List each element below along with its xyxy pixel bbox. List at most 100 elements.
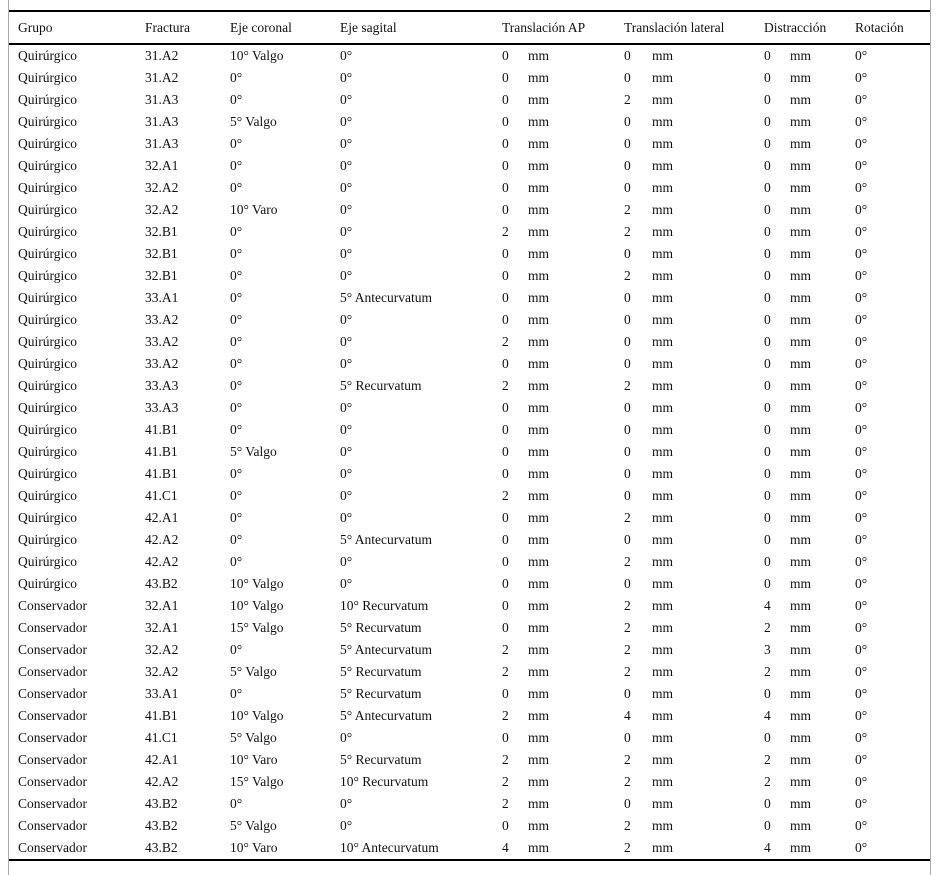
unit-label: mm [652, 620, 674, 635]
cell-rotacion: 0° [855, 664, 868, 679]
cell-translacion-lateral: 0 [624, 180, 631, 195]
cell-fractura: 32.A2 [145, 642, 179, 657]
table-row: Quirúrgico 31.A3 5° Valgo 0° 0 mm 0 mm 0 mm 0° [9, 111, 930, 133]
unit-label: mm [528, 70, 550, 85]
cell-rotacion: 0° [855, 334, 868, 349]
cell-eje-coronal: 0° [230, 642, 243, 657]
col-header-grupo: Grupo [9, 10, 145, 45]
unit-label: mm [790, 686, 812, 701]
cell-grupo: Conservador [18, 796, 87, 811]
table-row: Quirúrgico 32.A2 0° 0° 0 mm 0 mm 0 mm 0° [9, 177, 930, 199]
cell-eje-coronal: 10° Valgo [230, 48, 284, 63]
cell-distraccion: 0 [764, 180, 771, 195]
cell-fractura: 32.A2 [145, 180, 179, 195]
cell-rotacion: 0° [855, 620, 868, 635]
cell-rotacion: 0° [855, 488, 868, 503]
cell-translacion-ap: 0 [502, 466, 509, 481]
cell-distraccion: 4 [760, 837, 787, 861]
cell-translacion-lateral: 0 [624, 70, 631, 85]
unit-label: mm [790, 48, 812, 63]
cell-eje-coronal: 0° [230, 92, 243, 107]
cell-fractura: 33.A2 [145, 312, 179, 327]
unit-label: mm [528, 532, 550, 547]
table-row: Conservador 43.B2 10° Varo 10° Antecurvatum… [9, 837, 931, 861]
cell-translacion-ap: 0 [502, 554, 509, 569]
cell-fractura: 42.A2 [145, 774, 179, 789]
table-row: Conservador 42.A1 10° Varo 5° Recurvatum 2 mm… [9, 749, 930, 771]
unit-label: mm [790, 796, 812, 811]
cell-translacion-lateral: 0 [624, 532, 631, 547]
unit-label: mm [790, 334, 812, 349]
unit-label: mm [790, 488, 812, 503]
table-row: Quirúrgico 32.B1 0° 0° 0 mm 0 mm 0 mm 0° [9, 243, 930, 265]
cell-rotacion: 0° [855, 114, 868, 129]
cell-fractura: 31.A3 [145, 92, 179, 107]
unit-label: mm [790, 224, 812, 239]
table-row: Conservador 32.A2 5° Valgo 5° Recurvatum 2 mm… [9, 661, 930, 683]
cell-translacion-lateral: 2 [624, 818, 631, 833]
unit-label: mm [528, 774, 550, 789]
cell-rotacion: 0° [855, 268, 868, 283]
unit-label: mm [528, 796, 550, 811]
unit-label: mm [790, 180, 812, 195]
cell-grupo: Conservador [18, 598, 87, 613]
cell-distraccion: 2 [764, 620, 771, 635]
cell-fractura: 41.C1 [145, 730, 178, 745]
cell-fractura: 32.B1 [145, 246, 178, 261]
unit-label: mm [790, 70, 812, 85]
cell-distraccion: 0 [764, 290, 771, 305]
cell-grupo: Quirúrgico [18, 246, 77, 261]
cell-distraccion: 0 [764, 532, 771, 547]
cell-rotacion: 0° [855, 730, 868, 745]
cell-fractura: 33.A3 [145, 400, 179, 415]
unit-label: mm [528, 136, 550, 151]
cell-distraccion: 0 [764, 202, 771, 217]
cell-eje-coronal: 0° [230, 180, 243, 195]
cell-translacion-ap: 0 [502, 114, 509, 129]
table-row: Quirúrgico 33.A2 0° 0° 0 mm 0 mm 0 mm 0° [9, 353, 930, 375]
cell-rotacion: 0° [855, 48, 868, 63]
cell-translacion-lateral: 0 [624, 466, 631, 481]
unit-label: mm [528, 48, 550, 63]
unit-label: mm [652, 796, 674, 811]
unit-label: mm [790, 158, 812, 173]
cell-translacion-lateral: 0 [624, 246, 631, 261]
cell-fractura: 41.B1 [145, 708, 178, 723]
unit-label: mm [652, 224, 674, 239]
cell-fractura: 31.A3 [145, 114, 179, 129]
table-row: Conservador 43.B2 5° Valgo 0° 0 mm 2 mm 0 mm 0° [9, 815, 930, 837]
unit-label: mm [524, 837, 621, 861]
cell-translacion-ap: 0 [502, 48, 509, 63]
unit-label: mm [790, 202, 812, 217]
cell-rotacion: 0° [855, 202, 868, 217]
unit-label: mm [790, 92, 812, 107]
cell-eje-coronal: 15° Valgo [230, 774, 284, 789]
unit-label: mm [790, 664, 812, 679]
unit-label: mm [652, 70, 674, 85]
cell-eje-sagital: 0° [340, 818, 353, 833]
unit-label: mm [528, 158, 550, 173]
cell-fractura: 42.A2 [145, 532, 179, 547]
unit-label: mm [528, 510, 550, 525]
cell-translacion-ap: 0 [502, 268, 509, 283]
unit-label: mm [528, 752, 550, 767]
cell-eje-coronal: 15° Valgo [230, 620, 284, 635]
cell-eje-coronal: 10° Valgo [230, 598, 284, 613]
cell-eje-coronal: 10° Varo [230, 202, 278, 217]
cell-eje-coronal: 0° [230, 290, 243, 305]
unit-label: mm [528, 664, 550, 679]
cell-translacion-lateral: 0 [624, 444, 631, 459]
cell-grupo: Quirúrgico [18, 444, 77, 459]
unit-label: mm [652, 92, 674, 107]
cell-fractura: 32.B1 [145, 224, 178, 239]
cell-translacion-lateral: 0 [624, 796, 631, 811]
cell-distraccion: 0 [764, 554, 771, 569]
cell-fractura: 32.A1 [145, 598, 179, 613]
cell-distraccion: 3 [764, 642, 771, 657]
cell-eje-sagital: 10° Antecurvatum [340, 837, 498, 861]
unit-label: mm [652, 202, 674, 217]
col-header-fractura: Fractura [145, 10, 230, 45]
cell-rotacion: 0° [855, 576, 868, 591]
table-row: Quirúrgico 31.A2 0° 0° 0 mm 0 mm 0 mm 0° [9, 67, 930, 89]
